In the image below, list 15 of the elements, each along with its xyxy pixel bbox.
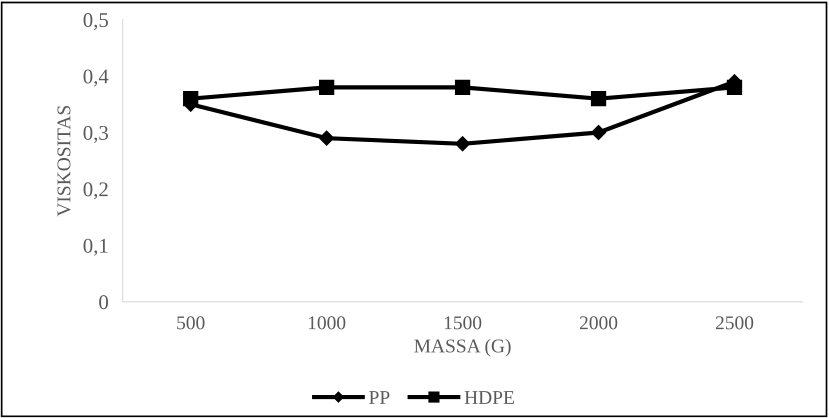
x-tick-label: 2000 [580, 316, 618, 330]
y-tick-label: 0 [99, 295, 108, 310]
legend-label: PP [369, 391, 390, 404]
y-tick-label: 0,3 [84, 126, 108, 143]
y-axis-title: VISKOSITAS [57, 106, 71, 216]
y-tick-label: 0,4 [84, 69, 108, 87]
x-tick-label: 1000 [308, 316, 346, 330]
legend-label: HDPE [464, 391, 514, 404]
y-tick-label: 0,2 [84, 182, 108, 200]
x-tick-label: 1500 [444, 316, 482, 330]
x-tick-label: 2500 [716, 316, 754, 330]
y-tick-label: 0,5 [84, 13, 108, 30]
x-tick-label: 500 [177, 316, 205, 330]
x-axis-title: MASSA (G) [414, 338, 511, 357]
y-tick-label: 0,1 [84, 238, 108, 256]
